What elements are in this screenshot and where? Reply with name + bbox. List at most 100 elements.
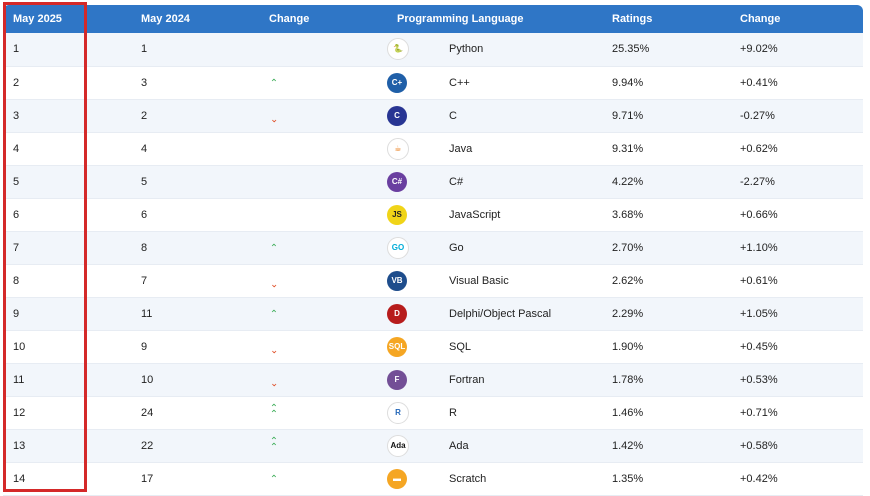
rating-change-cell: +0.42%: [730, 462, 863, 496]
r-icon: R: [387, 401, 409, 424]
rating-cell: 25.35%: [602, 33, 730, 67]
rating-cell: 2.70%: [602, 231, 730, 265]
trend-cell: [259, 165, 387, 199]
fortran-icon: F: [387, 369, 407, 390]
language-name-cell[interactable]: C#: [439, 165, 602, 199]
language-name-cell[interactable]: Delphi/Object Pascal: [439, 297, 602, 331]
table-header-row: May 2025 May 2024 Change Programming Lan…: [3, 5, 863, 33]
rank-2024-cell: 4: [131, 132, 259, 166]
scratch-icon: ▬: [387, 468, 407, 489]
table-row[interactable]: 14 17 ⌃ ▬ Scratch 1.35% +0.42%: [3, 462, 863, 496]
rank-2024-cell: 8: [131, 231, 259, 265]
rank-2025-cell: 5: [3, 165, 131, 199]
chevron-down-icon: ⌃: [269, 342, 279, 354]
chevron-down-icon: ⌃: [269, 111, 279, 123]
chevron-up-icon: ⌃: [269, 77, 279, 89]
language-name-cell[interactable]: Java: [439, 132, 602, 166]
language-name-cell[interactable]: Go: [439, 231, 602, 265]
language-name-cell[interactable]: SQL: [439, 330, 602, 364]
rating-change-cell: +0.58%: [730, 429, 863, 463]
rating-change-cell: +0.41%: [730, 66, 863, 100]
cpp-icon: C+: [387, 72, 407, 93]
rank-2024-cell: 17: [131, 462, 259, 496]
rank-2025-cell: 11: [3, 363, 131, 397]
language-name-cell[interactable]: C++: [439, 66, 602, 100]
chevron-up-icon: ⌃: [269, 473, 279, 485]
rank-2024-cell: 3: [131, 66, 259, 100]
trend-cell: ⌃: [259, 363, 387, 397]
language-name-cell[interactable]: Scratch: [439, 462, 602, 496]
language-name-cell[interactable]: C: [439, 99, 602, 133]
language-icon-cell: C: [387, 99, 439, 133]
rank-2025-cell: 10: [3, 330, 131, 364]
language-icon-cell: C#: [387, 165, 439, 199]
visual-basic-icon: VB: [387, 270, 407, 291]
language-name-cell[interactable]: Visual Basic: [439, 264, 602, 298]
header-ratings[interactable]: Ratings: [612, 13, 653, 25]
language-name-cell[interactable]: Python: [439, 33, 602, 67]
header-may-2024[interactable]: May 2024: [141, 13, 190, 25]
table-row[interactable]: 3 2 ⌃ C C 9.71% -0.27%: [3, 99, 863, 133]
rank-2024-cell: 22: [131, 429, 259, 463]
sql-icon: SQL: [387, 336, 407, 357]
rank-2025-cell: 12: [3, 396, 131, 430]
table-row[interactable]: 8 7 ⌃ VB Visual Basic 2.62% +0.61%: [3, 264, 863, 298]
table-row[interactable]: 12 24 ⌃ ⌃ R R 1.46% +0.71%: [3, 396, 863, 430]
rating-cell: 2.62%: [602, 264, 730, 298]
rating-cell: 9.71%: [602, 99, 730, 133]
language-name-cell[interactable]: R: [439, 396, 602, 430]
language-icon-cell: Ada: [387, 429, 439, 463]
rating-change-cell: +0.61%: [730, 264, 863, 298]
javascript-icon: JS: [387, 204, 407, 225]
chevron-up-icon: ⌃: [269, 308, 279, 320]
table-row[interactable]: 10 9 ⌃ SQL SQL 1.90% +0.45%: [3, 330, 863, 364]
rating-cell: 4.22%: [602, 165, 730, 199]
header-programming-language[interactable]: Programming Language: [397, 13, 524, 25]
rating-cell: 1.90%: [602, 330, 730, 364]
rating-change-cell: +1.05%: [730, 297, 863, 331]
trend-cell: ⌃: [259, 231, 387, 265]
rank-2025-cell: 8: [3, 264, 131, 298]
rating-change-cell: +1.10%: [730, 231, 863, 265]
chevron-down-icon: ⌃: [269, 276, 279, 288]
tiobe-index-table-container: May 2025 May 2024 Change Programming Lan…: [3, 5, 863, 496]
language-name-cell[interactable]: Ada: [439, 429, 602, 463]
table-row[interactable]: 13 22 ⌃ ⌃ Ada Ada 1.42% +0.58%: [3, 429, 863, 463]
rating-cell: 1.78%: [602, 363, 730, 397]
rank-2025-cell: 1: [3, 33, 131, 67]
language-name-cell[interactable]: Fortran: [439, 363, 602, 397]
rank-2025-cell: 14: [3, 462, 131, 496]
table-row[interactable]: 7 8 ⌃ GO Go 2.70% +1.10%: [3, 231, 863, 265]
language-name-cell[interactable]: JavaScript: [439, 198, 602, 232]
trend-cell: ⌃: [259, 330, 387, 364]
table-body: 1 1 🐍 Python 25.35% +9.02% 2 3 ⌃ C+ C++ 9.94% +0.41%…: [3, 33, 863, 496]
table-row[interactable]: 9 11 ⌃ D Delphi/Object Pascal 2.29% +1.05%: [3, 297, 863, 331]
delphi-icon: D: [387, 303, 407, 324]
table-row[interactable]: 5 5 C# C# 4.22% -2.27%: [3, 165, 863, 199]
python-icon: 🐍: [387, 38, 409, 61]
rating-change-cell: +9.02%: [730, 33, 863, 67]
trend-cell: ⌃: [259, 264, 387, 298]
double-chevron-up-icon: ⌃ ⌃: [269, 435, 279, 453]
language-icon-cell: R: [387, 396, 439, 430]
language-icon-cell: ▬: [387, 462, 439, 496]
header-rating-change[interactable]: Change: [740, 13, 781, 25]
language-icon-cell: JS: [387, 198, 439, 232]
rank-2024-cell: 2: [131, 99, 259, 133]
language-icon-cell: ☕: [387, 132, 439, 166]
table-row[interactable]: 6 6 JS JavaScript 3.68% +0.66%: [3, 198, 863, 232]
header-may-2025[interactable]: May 2025: [13, 13, 62, 25]
table-row[interactable]: 1 1 🐍 Python 25.35% +9.02%: [3, 33, 863, 67]
table-row[interactable]: 11 10 ⌃ F Fortran 1.78% +0.53%: [3, 363, 863, 397]
trend-cell: ⌃ ⌃: [259, 396, 387, 430]
rating-cell: 2.29%: [602, 297, 730, 331]
rating-change-cell: +0.62%: [730, 132, 863, 166]
rating-change-cell: +0.66%: [730, 198, 863, 232]
header-change[interactable]: Change: [269, 13, 310, 25]
language-icon-cell: 🐍: [387, 33, 439, 67]
rating-change-cell: +0.45%: [730, 330, 863, 364]
trend-cell: ⌃: [259, 66, 387, 100]
table-row[interactable]: 2 3 ⌃ C+ C++ 9.94% +0.41%: [3, 66, 863, 100]
rank-2024-cell: 11: [131, 297, 259, 331]
table-row[interactable]: 4 4 ☕ Java 9.31% +0.62%: [3, 132, 863, 166]
